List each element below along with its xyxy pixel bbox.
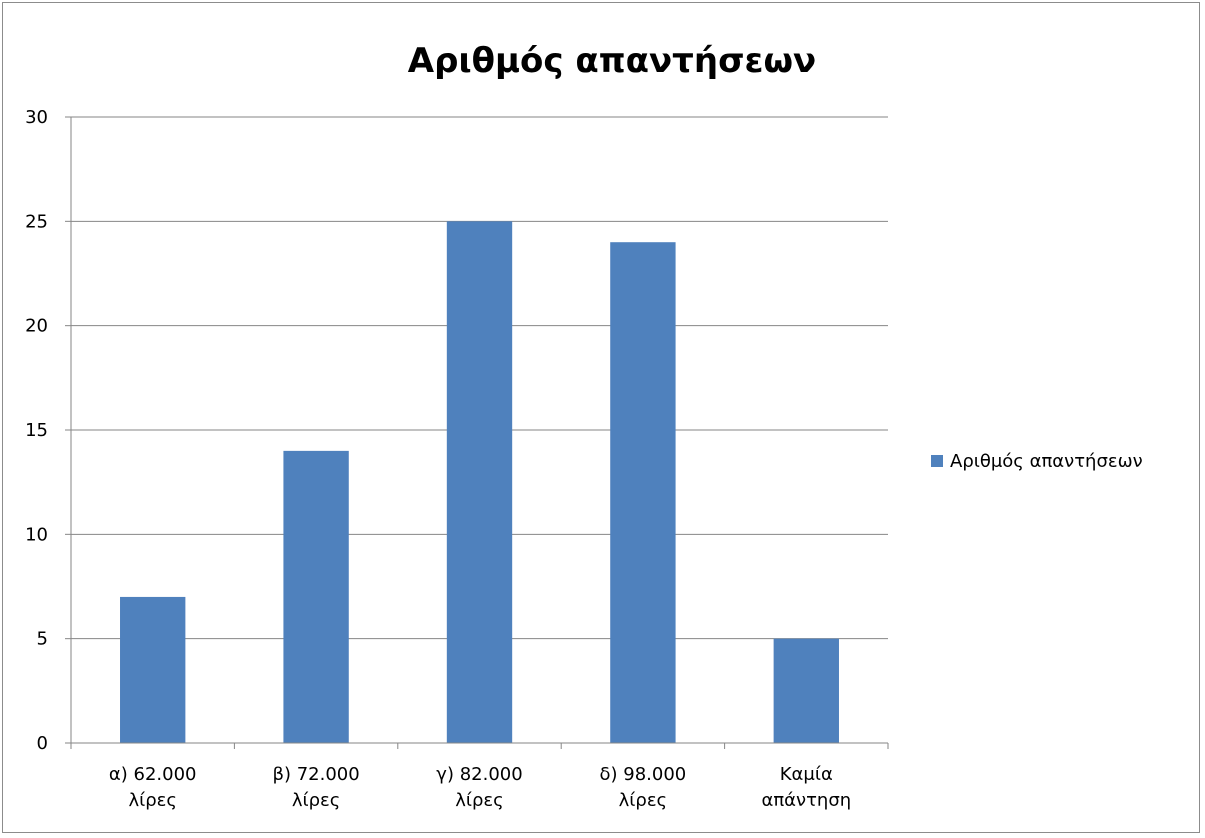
x-category-label: Καμία xyxy=(780,764,833,785)
x-category-label: λίρες xyxy=(292,790,340,811)
y-tick-labels: 0 5 10 15 20 25 30 xyxy=(25,107,48,754)
y-tick-label: 5 xyxy=(37,629,48,650)
x-category-label: λίρες xyxy=(619,790,667,811)
legend: Αριθμός απαντήσεων xyxy=(931,451,1143,472)
x-category-label: λίρες xyxy=(128,790,176,811)
y-tick-label: 20 xyxy=(25,316,48,337)
bar xyxy=(447,221,512,743)
x-category-label: δ) 98.000 xyxy=(600,764,687,785)
bars xyxy=(120,221,839,743)
bar xyxy=(610,242,675,743)
x-category-label: λίρες xyxy=(455,790,503,811)
y-tick-label: 10 xyxy=(25,524,48,545)
x-category-label: γ) 82.000 xyxy=(436,764,522,785)
bar xyxy=(774,639,839,743)
x-category-labels: α) 62.000 λίρες β) 72.000 λίρες γ) 82.000 λίρ… xyxy=(109,764,851,811)
y-tick-label: 15 xyxy=(25,420,48,441)
legend-label: Αριθμός απαντήσεων xyxy=(950,451,1143,472)
x-category-label: α) 62.000 xyxy=(109,764,197,785)
legend-swatch xyxy=(931,455,943,467)
chart-title: Αριθμός απαντήσεων xyxy=(408,41,816,81)
y-tick-label: 30 xyxy=(25,107,48,128)
y-tick-label: 25 xyxy=(25,211,48,232)
bar xyxy=(120,597,185,743)
x-category-label: β) 72.000 xyxy=(272,764,359,785)
x-category-label: απάντηση xyxy=(761,790,851,811)
y-tick-label: 0 xyxy=(37,733,48,754)
bar xyxy=(283,451,348,743)
